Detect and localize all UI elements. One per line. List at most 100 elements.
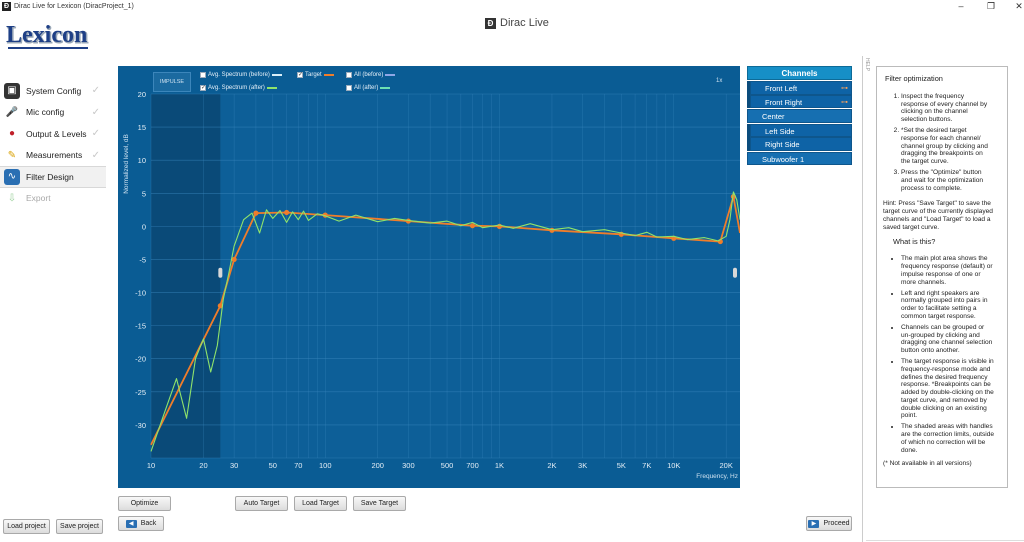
target-breakpoint[interactable] xyxy=(253,210,259,216)
correction-limit-handle[interactable] xyxy=(733,267,737,278)
x-tick-label: 7K xyxy=(642,461,651,470)
back-button[interactable]: ◀ Back xyxy=(118,516,164,531)
help-note: (* Not available in all versions) xyxy=(883,460,972,468)
impulse-toggle-button[interactable]: IMPULSE xyxy=(153,72,191,92)
sidebar-item-output-levels[interactable]: ● Output & Levels ✓ xyxy=(0,123,106,145)
help-title: Filter optimization xyxy=(885,74,943,83)
channel-group-side[interactable]: Left Side Right Side xyxy=(747,123,852,151)
x-tick-label: 500 xyxy=(441,461,454,470)
help-tab[interactable]: HELP xyxy=(862,56,870,542)
y-tick-label: 20 xyxy=(138,90,146,99)
y-tick-label: -20 xyxy=(135,355,146,364)
arrow-left-icon: ◀ xyxy=(125,519,137,528)
x-tick-label: 1K xyxy=(495,461,504,470)
x-tick-label: 5K xyxy=(617,461,626,470)
sidebar-item-label: Filter Design xyxy=(26,171,74,182)
help-steps: Inspect the frequency response of every … xyxy=(901,93,991,193)
check-icon: ✓ xyxy=(91,85,100,97)
sidebar-item-label: Measurements xyxy=(26,150,83,161)
checkbox-avg-after[interactable] xyxy=(200,84,206,91)
proceed-label: Proceed xyxy=(823,520,850,527)
optimize-button[interactable]: Optimize xyxy=(118,496,171,511)
sidebar-item-export: ⇩ Export xyxy=(0,188,106,210)
channel-subwoofer-1-button[interactable]: Subwoofer 1 xyxy=(747,151,852,165)
title-bar: Ð Dirac Live for Lexicon (DiracProject_1… xyxy=(0,0,1024,12)
correction-limit-handle[interactable] xyxy=(218,267,223,278)
sidebar-item-mic-config[interactable]: 🎤 Mic config ✓ xyxy=(0,102,106,124)
channel-label: Center xyxy=(762,112,785,121)
save-project-button[interactable]: Save project xyxy=(56,519,103,534)
x-tick-label: 10K xyxy=(667,461,680,470)
checkbox-avg-before[interactable] xyxy=(200,72,206,78)
dirac-live-logo: Ð Dirac Live xyxy=(485,17,549,29)
channels-header: Channels xyxy=(747,66,852,80)
target-breakpoint[interactable] xyxy=(469,223,476,229)
sidebar-item-label: Mic config xyxy=(26,107,65,118)
check-icon: ✓ xyxy=(91,106,100,118)
back-label: Back xyxy=(140,520,157,527)
x-tick-label: 20K xyxy=(720,461,733,470)
sidebar-item-measurements[interactable]: ✎ Measurements ✓ xyxy=(0,145,106,167)
help-step: Inspect the frequency response of every … xyxy=(901,93,991,124)
channel-left-side-button[interactable]: Left Side xyxy=(750,123,852,137)
sidebar-item-label: System Config xyxy=(26,85,82,96)
help-bullet: Channels can be grouped or un-grouped by… xyxy=(901,324,995,355)
legend-swatch xyxy=(385,74,396,76)
legend-swatch xyxy=(380,87,391,89)
y-tick-label: -5 xyxy=(139,255,146,264)
output-levels-icon: ● xyxy=(8,128,16,140)
load-project-button[interactable]: Load project xyxy=(3,519,50,534)
x-tick-label: 2K xyxy=(547,461,556,470)
legend-all-after[interactable]: All (after) xyxy=(346,85,391,91)
window-title: Dirac Live for Lexicon (DiracProject_1) xyxy=(14,2,134,10)
close-button[interactable]: ✕ xyxy=(1015,1,1023,11)
y-tick-label: 0 xyxy=(142,222,146,231)
link-icon: ⊶ xyxy=(841,85,848,92)
microphone-icon: 🎤 xyxy=(5,106,19,118)
legend-avg-after[interactable]: Avg. Spectrum (after) xyxy=(200,84,277,91)
target-breakpoint[interactable] xyxy=(231,256,237,263)
legend-swatch xyxy=(323,74,334,76)
channel-label: Front Left xyxy=(765,84,798,93)
checkbox-target[interactable] xyxy=(297,71,303,78)
x-tick-label: 100 xyxy=(319,461,332,470)
x-tick-label: 200 xyxy=(371,461,384,470)
sidebar-item-system-config[interactable]: ▣ System Config ✓ xyxy=(0,80,106,102)
checkbox-all-after[interactable] xyxy=(346,85,352,91)
proceed-button[interactable]: ▶ Proceed xyxy=(806,516,852,531)
frequency-response-plot[interactable]: 20 15 10 5 0 -5 -10 -15 -20 -25 -30 10 20 30 50 70 100 20… xyxy=(118,66,740,488)
dirac-app-icon: Ð xyxy=(2,1,11,11)
save-target-button[interactable]: Save Target xyxy=(353,496,406,511)
channel-group-front[interactable]: Front Left ⊶ Front Right ⊶ xyxy=(747,81,852,108)
maximize-button[interactable]: ❐ xyxy=(986,1,996,11)
help-panel: Filter optimization Inspect the frequenc… xyxy=(876,66,1008,488)
product-name: Dirac Live xyxy=(500,17,549,29)
x-axis-label: Frequency, Hz xyxy=(696,473,738,480)
auto-target-button[interactable]: Auto Target xyxy=(235,496,288,511)
channel-label: Subwoofer 1 xyxy=(762,154,805,164)
sidebar-item-filter-design[interactable]: ∿ Filter Design xyxy=(0,166,106,188)
svg-text:Lexicon: Lexicon xyxy=(7,23,88,49)
filter-design-icon: ∿ xyxy=(4,168,20,185)
channel-center-button[interactable]: Center xyxy=(747,109,852,123)
channel-front-right-button[interactable]: Front Right ⊶ xyxy=(750,94,852,108)
x-tick-label: 10 xyxy=(147,461,155,470)
wizard-sidebar: ▣ System Config ✓ 🎤 Mic config ✓ ● Outpu… xyxy=(0,80,106,209)
legend-target[interactable]: Target xyxy=(297,71,334,78)
legend-all-before[interactable]: All (before) xyxy=(346,72,396,78)
target-breakpoint[interactable] xyxy=(283,209,290,216)
load-target-button[interactable]: Load Target xyxy=(294,496,347,511)
minimize-button[interactable]: – xyxy=(958,1,964,11)
y-tick-label: -15 xyxy=(135,322,146,331)
zoom-level[interactable]: 1x xyxy=(716,78,723,84)
legend-swatch xyxy=(271,74,282,76)
target-breakpoint[interactable] xyxy=(217,303,223,309)
channel-selector: Channels Front Left ⊶ Front Right ⊶ Cent… xyxy=(747,66,852,165)
channel-right-side-button[interactable]: Right Side xyxy=(750,137,852,151)
legend-avg-before[interactable]: Avg. Spectrum (before) xyxy=(200,72,282,78)
checkbox-all-before[interactable] xyxy=(346,72,352,78)
channel-front-left-button[interactable]: Front Left ⊶ xyxy=(750,81,852,95)
y-tick-label: -10 xyxy=(135,289,146,298)
target-breakpoint[interactable] xyxy=(549,227,555,233)
